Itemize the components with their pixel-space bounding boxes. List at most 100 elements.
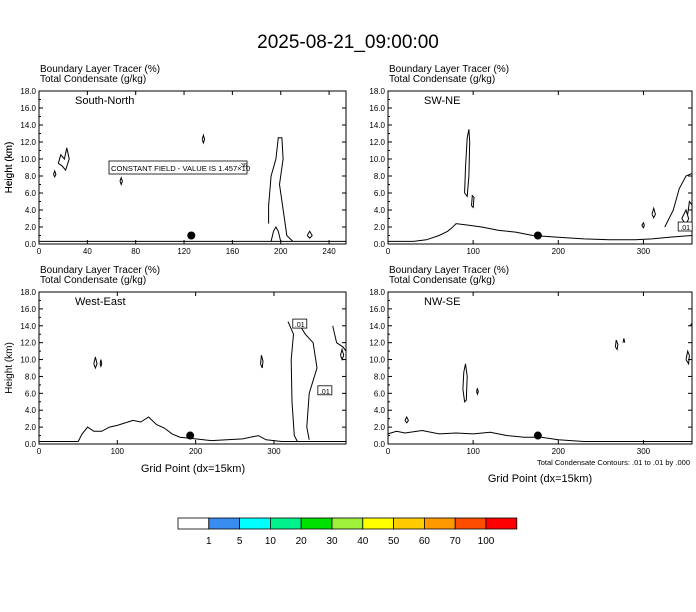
condensate-contour <box>622 338 626 343</box>
y-tick-label: 18.0 <box>20 288 36 297</box>
constant-field-box <box>108 160 248 175</box>
y-tick-label: 0.0 <box>25 440 37 449</box>
y-tick-label: 6.0 <box>25 189 37 198</box>
y-tick-label: 0.0 <box>374 240 386 249</box>
y-axis-label: Height (km) <box>4 142 15 194</box>
condensate-contour <box>689 322 693 327</box>
y-tick-label: 10.0 <box>369 155 385 164</box>
panel-label: SW-NE <box>424 95 460 107</box>
x-tick-label: 100 <box>466 447 480 456</box>
location-marker <box>187 231 196 240</box>
condensate-contour <box>201 133 206 145</box>
colorbar: 1 5 10 20 30 40 50 60 70 100 <box>177 517 518 547</box>
x-tick-label: 0 <box>37 247 42 256</box>
condensate-contour <box>119 176 123 187</box>
condensate-contour <box>687 200 693 215</box>
y-tick-label: 0.0 <box>374 440 386 449</box>
constant-field-exponent: -36 <box>239 163 247 169</box>
y-tick-label: 16.0 <box>20 305 36 314</box>
condensate-contour <box>476 388 479 396</box>
colorbar-label: 20 <box>296 536 308 547</box>
condensate-contour <box>53 169 57 178</box>
condensate-contour <box>471 194 475 209</box>
x-tick-label: 100 <box>111 447 125 456</box>
condensate-contour <box>651 206 656 219</box>
colorbar-label: 50 <box>388 536 400 547</box>
x-tick-label: 160 <box>226 247 240 256</box>
y-tick-label: 6.0 <box>374 189 386 198</box>
y-tick-label: 8.0 <box>25 172 37 181</box>
y-tick-label: 18.0 <box>369 87 385 96</box>
condensate-contour <box>57 147 70 172</box>
colorbar-label: 30 <box>326 536 338 547</box>
colorbar-label: 10 <box>265 536 277 547</box>
contour-label: .01 <box>295 322 305 329</box>
contour-label-box <box>292 318 308 329</box>
panel-header-line-1: Boundary Layer Tracer (%) <box>40 265 160 276</box>
terrain-line <box>388 223 693 242</box>
y-tick-label: 0.0 <box>25 240 37 249</box>
condensate-contour <box>614 339 619 351</box>
terrain-line <box>387 429 692 442</box>
panel-south-north: Boundary Layer Tracer (%)Total Condensat… <box>4 64 347 256</box>
panel-sw-ne: Boundary Layer Tracer (%)Total Condensat… <box>4 64 693 256</box>
location-marker <box>533 231 542 240</box>
x-tick-label: 200 <box>189 447 203 456</box>
colorbar-swatch <box>362 517 394 530</box>
panel-header-line-2: Total Condensate (g/kg) <box>389 74 495 85</box>
y-tick-label: 12.0 <box>369 339 385 348</box>
x-tick-label: 40 <box>83 247 92 256</box>
contour-label-box <box>317 385 333 396</box>
y-axis-label: Height (km) <box>4 342 15 394</box>
y-tick-label: 18.0 <box>20 87 36 96</box>
y-tick-label: 14.0 <box>369 322 385 331</box>
panel-nw-se: Boundary Layer Tracer (%)Total Condensat… <box>369 265 693 456</box>
colorbar-swatch <box>454 517 487 530</box>
condensate-contour <box>464 129 471 198</box>
x-tick-label: 0 <box>386 247 391 256</box>
colorbar-label: 60 <box>419 536 431 547</box>
colorbar-label: 40 <box>357 536 369 547</box>
y-tick-label: 10.0 <box>369 356 385 365</box>
x-tick-label: 300 <box>637 247 651 256</box>
x-tick-label: 80 <box>131 247 140 256</box>
y-tick-label: 2.0 <box>374 223 386 232</box>
panel-header-line-2: Total Condensate (g/kg) <box>40 275 146 286</box>
condensate-contour <box>296 321 318 440</box>
condensate-contour <box>685 349 690 366</box>
panel-header-line-1: Boundary Layer Tracer (%) <box>389 265 509 276</box>
colorbar-swatch <box>423 517 456 530</box>
colorbar-label: 100 <box>478 536 495 547</box>
x-tick-label: 240 <box>322 247 336 256</box>
condensate-contour <box>340 347 345 362</box>
panel-header-line-2: Total Condensate (g/kg) <box>40 74 146 85</box>
y-tick-label: 12.0 <box>20 339 36 348</box>
y-tick-label: 4.0 <box>374 406 386 415</box>
y-tick-label: 10.0 <box>20 155 36 164</box>
panel-label: NW-SE <box>424 296 460 308</box>
colorbar-label: 70 <box>450 536 462 547</box>
y-tick-label: 14.0 <box>20 322 36 331</box>
condensate-contour <box>641 221 645 229</box>
panel-header-line-1: Boundary Layer Tracer (%) <box>40 64 160 75</box>
panel-label: South-North <box>75 95 134 107</box>
colorbar-swatch <box>239 517 271 530</box>
y-tick-label: 16.0 <box>369 305 385 314</box>
y-tick-label: 8.0 <box>25 372 37 381</box>
y-tick-label: 2.0 <box>25 423 37 432</box>
colorbar-swatch <box>393 517 425 530</box>
contour-note: Total Condensate Contours: .01 to .01 by… <box>537 458 690 467</box>
y-tick-label: 12.0 <box>20 138 36 147</box>
constant-field-text: CONSTANT FIELD - VALUE IS 1.457×10 <box>111 164 250 173</box>
colorbar-label: 5 <box>237 536 243 547</box>
panel-west-east: Boundary Layer Tracer (%)Total Condensat… <box>4 265 347 456</box>
colorbar-swatch <box>331 517 364 530</box>
condensate-contour <box>270 225 282 242</box>
y-tick-label: 18.0 <box>369 288 385 297</box>
plot-frame <box>387 291 693 445</box>
condensate-contour <box>99 359 103 368</box>
contour-label: .01 <box>320 389 330 396</box>
x-axis-label-left: Grid Point (dx=15km) <box>141 463 245 475</box>
y-tick-label: 6.0 <box>25 389 37 398</box>
